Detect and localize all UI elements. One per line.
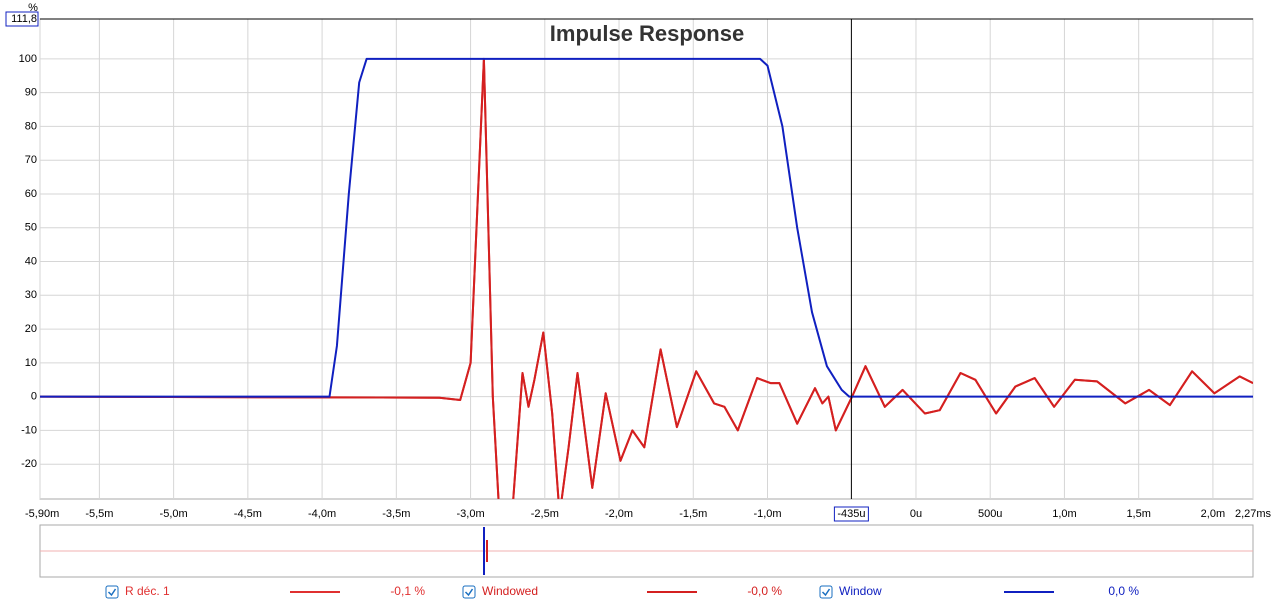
legend-check	[107, 588, 117, 597]
chart-title: Impulse Response	[550, 21, 744, 46]
x-tick-label: 1,0m	[1052, 508, 1076, 520]
legend-value: -0,1 %	[390, 584, 425, 598]
legend-checkbox[interactable]	[462, 585, 476, 599]
series-line	[40, 57, 1253, 398]
x-tick-label: -4,5m	[234, 508, 262, 520]
x-tick-label: -2,0m	[605, 508, 633, 520]
series-line	[40, 57, 1253, 499]
x-tick-label: 2,27ms	[1235, 508, 1272, 520]
y-tick-label: 0	[31, 391, 37, 403]
legend-check	[821, 588, 831, 597]
y-tick-label: 111,8	[11, 13, 37, 25]
y-tick-label: 10	[25, 357, 37, 369]
y-tick-label: 100	[19, 53, 37, 65]
x-tick-label: -5,5m	[85, 508, 113, 520]
y-tick-label: 40	[25, 255, 37, 267]
legend-value: -0,0 %	[747, 584, 782, 598]
plot-area	[39, 18, 1254, 500]
x-tick-label: -1,0m	[753, 508, 781, 520]
x-tick-label: 2,0m	[1201, 508, 1225, 520]
y-tick-label: 50	[25, 222, 37, 234]
x-tick-label: 1,5m	[1126, 508, 1150, 520]
x-tick-label: -3,5m	[382, 508, 410, 520]
x-tick-label: -4,0m	[308, 508, 336, 520]
y-tick-label: 30	[25, 289, 37, 301]
legend-name: Window	[839, 584, 882, 598]
y-tick-label: 20	[25, 323, 37, 335]
y-tick-label: 80	[25, 120, 37, 132]
legend-name: R déc. 1	[125, 584, 170, 598]
x-tick-label: -3,0m	[457, 508, 485, 520]
x-tick-label: -1,5m	[679, 508, 707, 520]
y-tick-label: 60	[25, 188, 37, 200]
x-tick-label: 500u	[978, 508, 1002, 520]
legend-checkbox[interactable]	[819, 585, 833, 599]
x-tick-label: -5,0m	[160, 508, 188, 520]
legend-checkbox[interactable]	[105, 585, 119, 599]
legend-name: Windowed	[482, 584, 538, 598]
legend-value: 0,0 %	[1108, 584, 1139, 598]
legend-check	[464, 588, 474, 597]
y-tick-label: -20	[21, 458, 37, 470]
y-tick-label: -10	[21, 424, 37, 436]
x-tick-label: 0u	[910, 508, 922, 520]
y-limit-box	[5, 11, 39, 27]
cursor-label: -435u	[837, 508, 865, 520]
y-tick-label: 90	[25, 87, 37, 99]
cursor-box	[833, 506, 869, 522]
x-tick-label: -2,5m	[531, 508, 559, 520]
y-tick-label: 70	[25, 154, 37, 166]
x-tick-label: -5,90m	[25, 508, 59, 520]
y-axis-label: %	[28, 2, 38, 14]
